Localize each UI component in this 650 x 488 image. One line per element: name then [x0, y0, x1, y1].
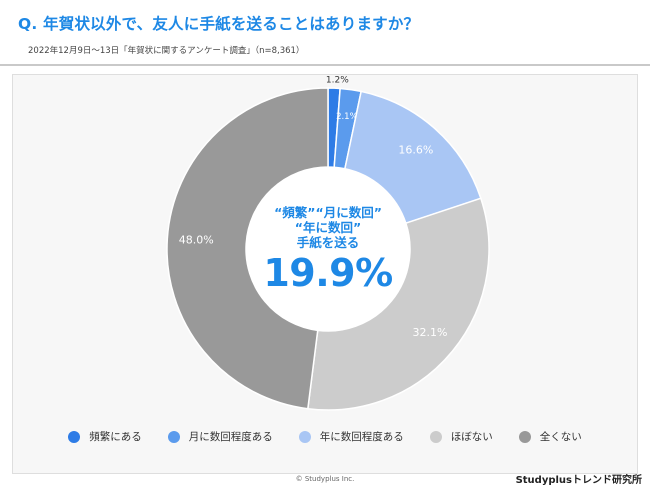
center-caption-line3: 手紙を送る — [296, 235, 360, 250]
legend-item-monthly: 月に数回程度ある — [167, 429, 273, 444]
legend: 頻繁にある 月に数回程度ある 年に数回程度ある ほぼない 全くない — [0, 429, 650, 444]
legend-item-yearly: 年に数回程度ある — [298, 429, 404, 444]
legend-item-frequent: 頻繁にある — [68, 429, 142, 444]
donut-hole — [246, 167, 410, 331]
legend-swatch-frequent — [68, 430, 81, 443]
legend-label-monthly: 月に数回程度ある — [188, 431, 273, 443]
value-label-rarely: 32.1% — [412, 326, 447, 339]
legend-label-never: 全くない — [539, 431, 582, 443]
chart-title: Q. 年賀状以外で、友人に手紙を送ることはありますか？ — [18, 15, 420, 33]
legend-swatch-rarely — [429, 430, 442, 443]
legend-label-frequent: 頻繁にある — [89, 431, 142, 443]
survey-note: 2022年12月9日〜13日「年賀状に関するアンケート調査」（n=8,361） — [28, 46, 305, 56]
value-label-never: 48.0% — [179, 234, 214, 247]
legend-label-rarely: ほぼない — [450, 431, 493, 443]
value-label-yearly: 16.6% — [398, 144, 433, 157]
center-total: 19.9% — [263, 251, 393, 295]
brand-logo: Studyplusトレンド研究所 — [515, 475, 642, 486]
legend-swatch-never — [518, 430, 531, 443]
legend-swatch-yearly — [298, 430, 311, 443]
legend-item-rarely: ほぼない — [429, 429, 493, 444]
legend-label-yearly: 年に数回程度ある — [319, 431, 404, 443]
center-caption-line2: “年に数回” — [294, 220, 362, 235]
value-label-monthly: 2.1% — [336, 112, 358, 122]
value-label-frequent: 1.2% — [326, 76, 349, 86]
copyright: © Studyplus Inc. — [295, 475, 355, 483]
header-divider — [0, 64, 650, 66]
center-caption-line1: “頻繁”“月に数回” — [274, 205, 382, 220]
legend-swatch-monthly — [167, 430, 180, 443]
center-caption: “頻繁”“月に数回” “年に数回” 手紙を送る — [228, 205, 428, 250]
legend-item-never: 全くない — [518, 429, 582, 444]
